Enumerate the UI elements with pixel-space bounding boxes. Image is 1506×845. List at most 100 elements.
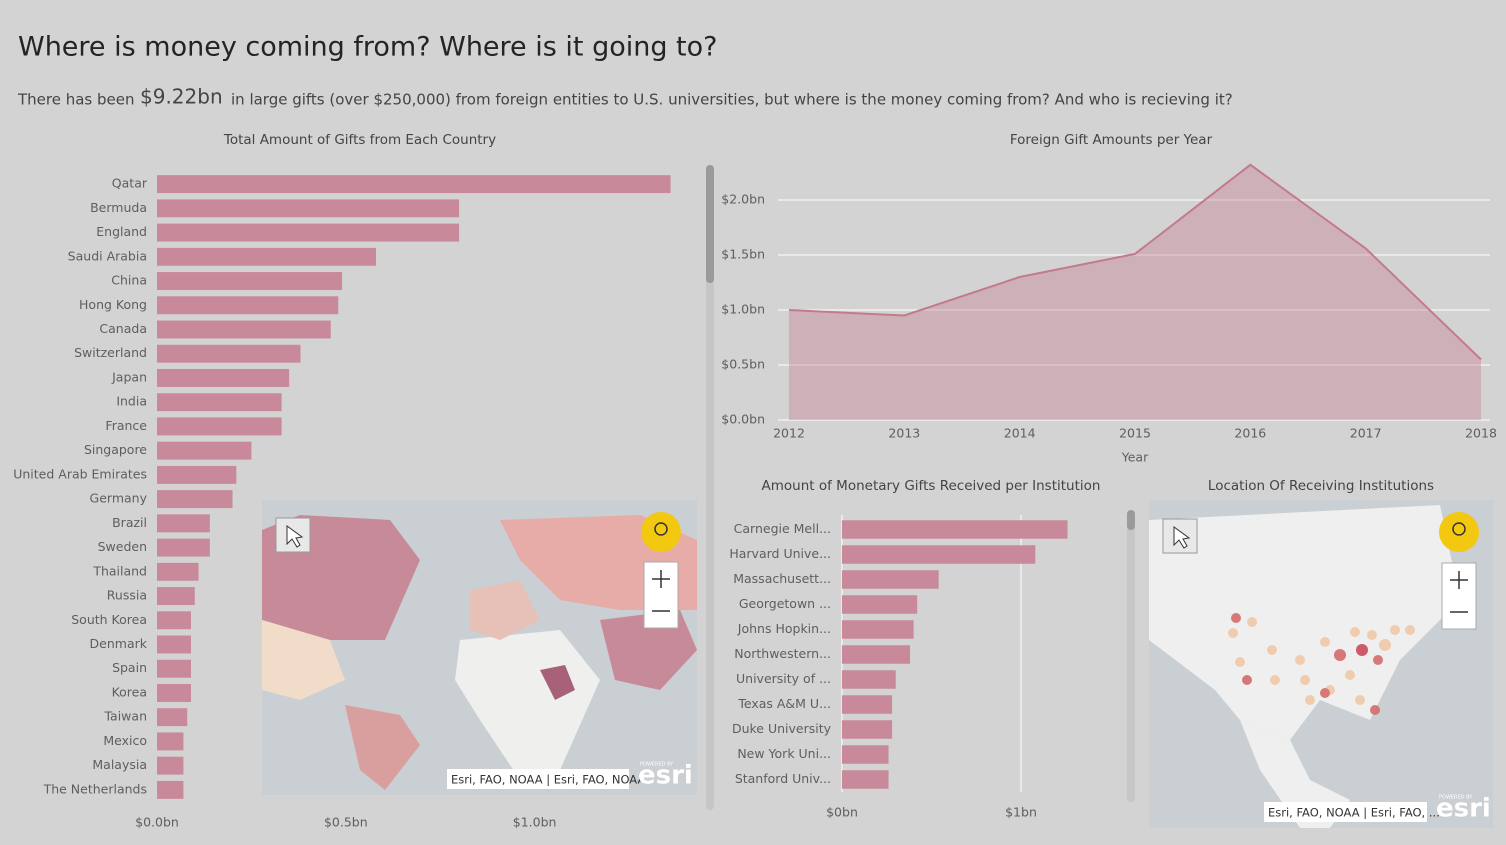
y-tick-label: University of ...	[736, 671, 831, 686]
y-tick-label: $2.0bn	[721, 192, 765, 207]
bar	[157, 514, 210, 533]
charts: Total Amount of Gifts from Each Country $…	[13, 132, 1497, 830]
map-land	[1149, 505, 1460, 740]
badge[interactable]	[641, 512, 681, 552]
x-tick-label: $0.0bn	[135, 815, 179, 830]
bar	[157, 538, 210, 557]
x-tick-label: 2017	[1350, 426, 1382, 441]
bar	[842, 670, 896, 689]
y-tick-label: Mexico	[103, 733, 147, 748]
powered-by: POWERED BY	[640, 762, 674, 768]
bar	[842, 770, 889, 789]
esri-logo: esri	[638, 761, 693, 791]
map-us[interactable]: Esri, FAO, NOAA | Esri, FAO, ... POWERED…	[1149, 500, 1493, 828]
y-tick-label: Hong Kong	[79, 297, 147, 312]
bar	[157, 635, 191, 654]
x-tick-label: 2016	[1234, 426, 1266, 441]
esri-logo: esri	[1436, 794, 1491, 824]
bar	[157, 441, 252, 460]
page-title: Where is money coming from? Where is it …	[18, 32, 718, 63]
bar	[157, 344, 301, 363]
bar	[157, 756, 184, 775]
bar	[157, 611, 191, 630]
bar	[842, 720, 893, 739]
badge[interactable]	[1439, 512, 1479, 552]
cursor-icon	[286, 525, 304, 548]
area	[789, 164, 1481, 420]
bar	[842, 745, 889, 764]
bar	[157, 587, 195, 606]
y-tick-label: Canada	[99, 321, 147, 336]
y-tick-label: Bermuda	[90, 200, 147, 215]
map-land	[262, 620, 345, 700]
bar	[157, 272, 343, 291]
x-tick-label: $1bn	[1005, 805, 1037, 820]
bar	[842, 570, 939, 589]
y-tick-label: Malaysia	[92, 757, 147, 772]
y-tick-label: Qatar	[112, 176, 148, 191]
y-tick-label: Duke University	[732, 721, 832, 736]
y-tick-label: France	[105, 418, 147, 433]
chart-title: Amount of Monetary Gifts Received per In…	[762, 478, 1101, 494]
scrollbar[interactable]	[1127, 510, 1135, 802]
x-tick-label: 2014	[1004, 426, 1036, 441]
cursor-icon	[1173, 526, 1191, 549]
zoom-icons	[652, 570, 670, 612]
bar	[842, 520, 1068, 539]
y-tick-label: Japan	[111, 369, 147, 384]
y-tick-label: Taiwan	[103, 709, 147, 724]
bar	[157, 393, 282, 412]
bar	[157, 296, 339, 315]
x-tick-label: $1.0bn	[513, 815, 557, 830]
scrollbar[interactable]	[706, 165, 714, 810]
map-land	[540, 665, 575, 700]
y-tick-label: Singapore	[84, 442, 147, 457]
y-tick-label: South Korea	[71, 612, 147, 627]
bar	[157, 780, 184, 799]
bar	[157, 368, 290, 387]
bar	[842, 595, 918, 614]
x-tick-label: 2013	[888, 426, 920, 441]
bar	[157, 223, 460, 242]
chart-title: Total Amount of Gifts from Each Country	[223, 132, 496, 148]
line	[788, 163, 1482, 361]
y-tick-label: Thailand	[92, 563, 147, 578]
y-tick-label: England	[96, 224, 147, 239]
bar	[157, 490, 233, 509]
y-tick-label: Russia	[107, 588, 147, 603]
bar	[842, 620, 914, 639]
x-tick-label: $0.5bn	[324, 815, 368, 830]
map-land	[470, 580, 540, 640]
map-land	[600, 610, 697, 690]
y-tick-label: Carnegie Mell...	[734, 521, 831, 536]
bar	[157, 659, 191, 678]
bar	[157, 465, 237, 484]
y-tick-label: Stanford Univ...	[735, 771, 831, 786]
chart-title: Foreign Gift Amounts per Year	[1010, 132, 1213, 148]
scroll-thumb[interactable]	[706, 165, 714, 283]
y-tick-label: $1.0bn	[721, 302, 765, 317]
zoom-icons	[1450, 571, 1468, 613]
lead-text: There has been	[17, 91, 135, 109]
lead-rest: in large gifts (over $250,000) from fore…	[231, 91, 1233, 109]
scroll-thumb[interactable]	[1127, 510, 1135, 530]
y-tick-label: Georgetown ...	[739, 596, 831, 611]
attribution: Esri, FAO, NOAA | Esri, FAO, NOAA	[451, 773, 645, 787]
map-world[interactable]: Esri, FAO, NOAA | Esri, FAO, NOAA POWERE…	[262, 500, 697, 795]
x-tick-label: 2015	[1119, 426, 1151, 441]
y-tick-label: The Netherlands	[43, 781, 147, 796]
y-tick-label: Johns Hopkin...	[737, 621, 831, 636]
institution-dots	[1228, 613, 1415, 715]
y-tick-label: Massachusett...	[733, 571, 831, 586]
y-tick-label: India	[116, 394, 147, 409]
bar	[842, 545, 1036, 564]
y-tick-label: Sweden	[98, 539, 147, 554]
bar	[157, 417, 282, 436]
attribution: Esri, FAO, NOAA | Esri, FAO, ...	[1268, 806, 1440, 820]
bar	[157, 708, 188, 727]
attribution-box	[447, 769, 629, 789]
bar	[157, 247, 377, 266]
y-tick-label: Saudi Arabia	[68, 248, 147, 263]
powered-by: POWERED BY	[1439, 795, 1473, 801]
